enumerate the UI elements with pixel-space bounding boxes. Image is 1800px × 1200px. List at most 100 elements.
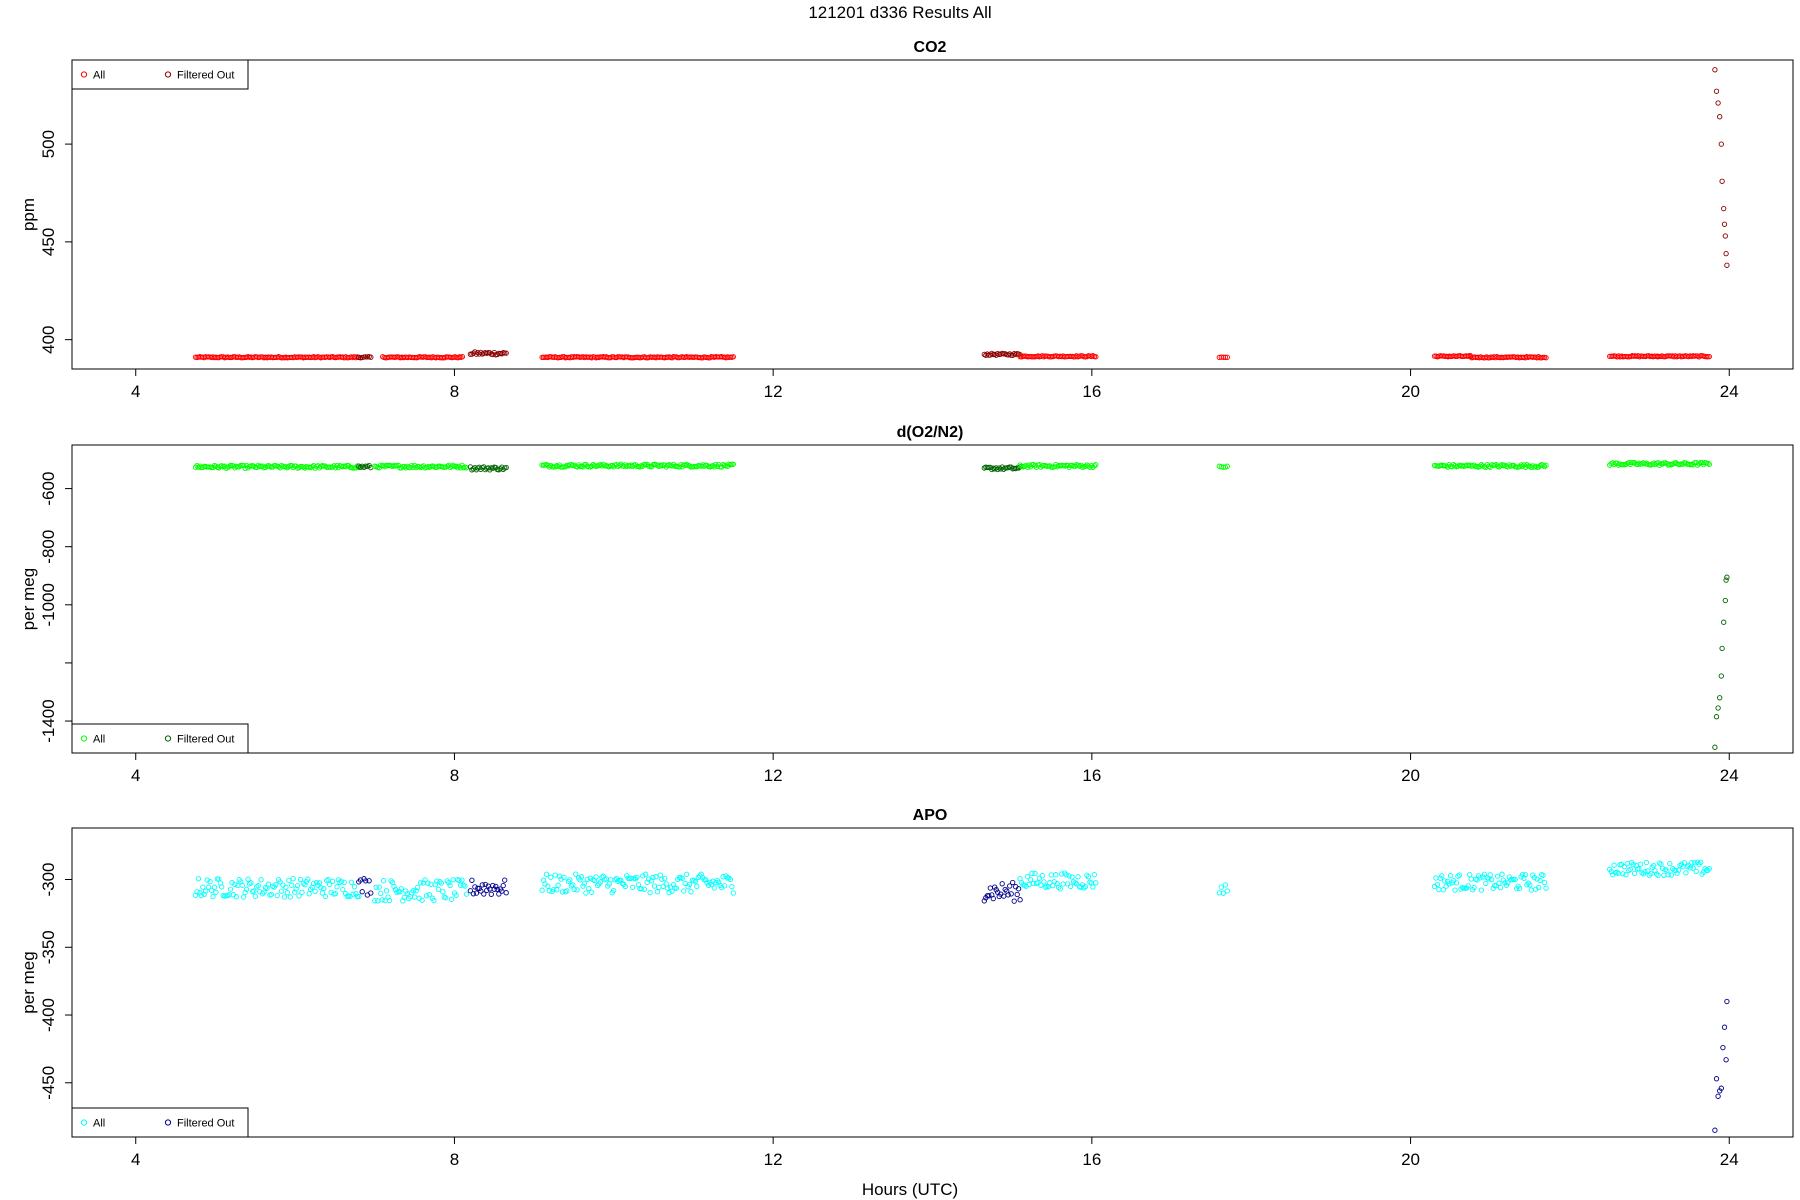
all-point [1659, 865, 1666, 871]
all-point [423, 893, 430, 899]
all-point [459, 354, 466, 360]
all-point [338, 878, 344, 884]
all-point [1471, 884, 1477, 891]
all-point [1524, 882, 1530, 888]
filtered-point [500, 882, 506, 889]
all-point [1681, 860, 1688, 866]
filtered-point [1718, 141, 1724, 147]
all-point [375, 898, 381, 904]
all-point [413, 888, 419, 894]
all-point [644, 879, 650, 885]
all-point [656, 884, 662, 891]
all-point [1537, 877, 1543, 884]
all-point [555, 882, 561, 888]
all-point [567, 877, 573, 883]
all-point [334, 884, 340, 890]
legend-entry: All [93, 70, 105, 82]
all-point [226, 892, 232, 898]
all-point [238, 462, 244, 469]
y-tick-label: -300 [39, 862, 58, 896]
filtered-point [1011, 898, 1017, 904]
all-point [552, 872, 558, 878]
all-point [1035, 879, 1041, 886]
all-point [1084, 872, 1090, 878]
all-point [1665, 872, 1671, 878]
x-tick-label: 20 [1401, 766, 1420, 785]
all-point [1674, 870, 1680, 876]
filtered-point [1010, 352, 1016, 358]
filtered-point [1001, 466, 1007, 472]
all-point [1651, 862, 1657, 869]
all-point [1446, 881, 1452, 887]
filtered-point [986, 893, 992, 899]
legend-marker [80, 1119, 88, 1126]
all-point [543, 871, 550, 877]
all-point [287, 894, 293, 900]
y-tick-label: -450 [39, 1066, 58, 1100]
all-point [1218, 884, 1224, 890]
plot-frame [71, 59, 1794, 370]
filtered-point [368, 890, 374, 896]
all-point [240, 894, 247, 900]
all-point [574, 887, 580, 893]
all-point [397, 889, 403, 895]
all-point [373, 884, 379, 890]
all-point [294, 882, 301, 889]
filtered-point [995, 466, 1001, 473]
filtered-point [359, 889, 365, 895]
all-point [1645, 868, 1651, 874]
filtered-point [1712, 67, 1718, 73]
all-point [277, 879, 283, 885]
all-point [730, 354, 736, 360]
all-point [1697, 859, 1704, 866]
filtered-point [357, 877, 364, 883]
all-point [312, 888, 318, 894]
all-point [341, 879, 347, 886]
filtered-point [481, 891, 487, 897]
all-point [1673, 867, 1679, 874]
filtered-point [478, 888, 484, 894]
filtered-point [496, 891, 502, 897]
all-point [622, 883, 628, 890]
legend-marker [80, 71, 88, 78]
all-point [255, 883, 261, 889]
all-point [1534, 876, 1540, 882]
data-points [192, 859, 1730, 1133]
all-point [306, 891, 312, 897]
y-axis-label: per meg [19, 951, 38, 1013]
all-point [200, 884, 206, 890]
all-point [561, 874, 567, 881]
legend-entry: Filtered Out [177, 1118, 234, 1130]
all-point [1667, 860, 1673, 867]
legend: All Filtered Out [71, 59, 249, 90]
all-point [1465, 883, 1471, 889]
all-point [1611, 862, 1617, 868]
filtered-point [503, 464, 509, 471]
all-point [539, 887, 545, 893]
all-point [242, 889, 248, 896]
all-point [1453, 880, 1460, 886]
all-point [663, 881, 669, 887]
all-point [197, 890, 203, 896]
all-point [648, 878, 655, 884]
filtered-point [502, 877, 508, 883]
all-point [440, 889, 446, 895]
all-point [353, 891, 359, 897]
all-point [600, 461, 607, 467]
x-tick-label: 16 [1082, 382, 1101, 401]
y-tick-label: -800 [39, 530, 58, 564]
filtered-point [989, 466, 995, 473]
all-point [730, 890, 736, 896]
filtered-point [1722, 597, 1728, 604]
all-point [551, 886, 557, 893]
all-point [608, 877, 614, 883]
all-point [1531, 874, 1537, 881]
all-point [1496, 880, 1502, 886]
y-axis-label: ppm [19, 198, 38, 231]
all-point [386, 897, 393, 904]
all-point [1093, 354, 1099, 360]
all-point [1499, 871, 1505, 877]
filtered-point [363, 878, 369, 884]
y-tick-label: -1400 [39, 699, 58, 742]
